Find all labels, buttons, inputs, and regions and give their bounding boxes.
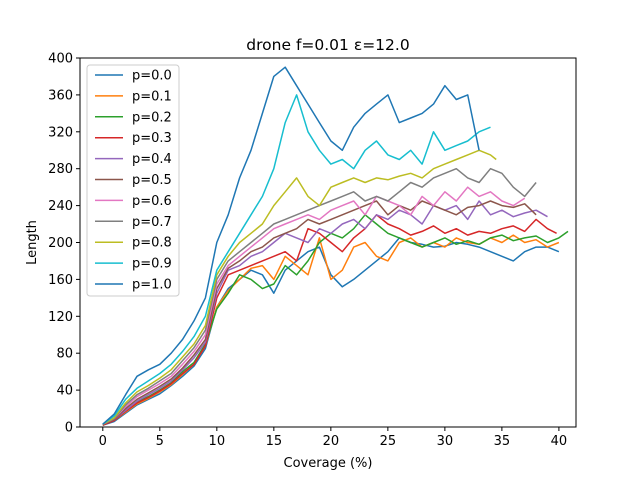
series-line-p=0.6	[102, 186, 526, 425]
y-tick-label: 360	[48, 88, 73, 103]
legend-label: p=0.2	[132, 110, 172, 125]
legend-label: p=0.6	[132, 194, 172, 209]
y-tick-label: 40	[56, 384, 73, 399]
series-line-p=0.8	[102, 149, 497, 425]
series-line-p=0.2	[102, 214, 569, 426]
legend-box	[86, 64, 180, 297]
y-axis: 0 40 80 120 160 200 240 280 320 360 400	[48, 52, 80, 436]
series-line-p=0.5	[102, 200, 537, 425]
legend-label: p=0.4	[132, 152, 172, 167]
legend-label: p=1.0	[132, 278, 172, 293]
y-tick-label: 160	[48, 273, 73, 288]
legend-entries: p=0.0 p=0.1 p=0.2 p=0.3 p=0.4 p=0.5 p=0.6 p=0.7…	[95, 69, 172, 293]
legend: p=0.0 p=0.1 p=0.2 p=0.3 p=0.4 p=0.5 p=0.6 p=0.7…	[86, 64, 180, 297]
y-tick-label: 200	[48, 236, 73, 251]
x-tick-label: 25	[380, 434, 397, 449]
x-tick-label: 0	[99, 434, 107, 449]
y-tick-label: 0	[65, 421, 73, 436]
legend-label: p=0.7	[132, 215, 172, 230]
chart-title: drone f=0.01 ε=12.0	[246, 36, 409, 54]
y-tick-label: 400	[48, 52, 73, 67]
legend-label: p=0.9	[132, 257, 172, 272]
legend-label: p=0.1	[132, 89, 172, 104]
series-line-p=1.0	[102, 66, 480, 425]
legend-label: p=0.8	[132, 236, 172, 251]
series-line-p=0.0	[102, 237, 560, 426]
series-line-p=0.9	[102, 94, 491, 425]
x-axis-label: Coverage (%)	[284, 456, 373, 471]
x-tick-label: 10	[209, 434, 226, 449]
x-tick-label: 35	[494, 434, 511, 449]
y-tick-label: 120	[48, 310, 73, 325]
y-tick-label: 240	[48, 199, 73, 214]
x-tick-label: 40	[551, 434, 568, 449]
y-axis-label: Length	[25, 220, 40, 265]
y-tick-label: 80	[56, 347, 73, 362]
x-axis: 0 5 10 15 20 25 30 35 40	[99, 427, 568, 449]
series-layer	[102, 66, 569, 426]
legend-label: p=0.5	[132, 173, 172, 188]
y-tick-label: 320	[48, 125, 73, 140]
x-tick-label: 5	[156, 434, 164, 449]
legend-label: p=0.0	[132, 69, 172, 84]
y-tick-label: 280	[48, 162, 73, 177]
x-tick-label: 15	[266, 434, 283, 449]
x-tick-label: 20	[323, 434, 340, 449]
series-line-p=0.4	[102, 200, 548, 425]
legend-label: p=0.3	[132, 131, 172, 146]
x-tick-label: 30	[437, 434, 454, 449]
series-line-p=0.3	[102, 214, 557, 426]
